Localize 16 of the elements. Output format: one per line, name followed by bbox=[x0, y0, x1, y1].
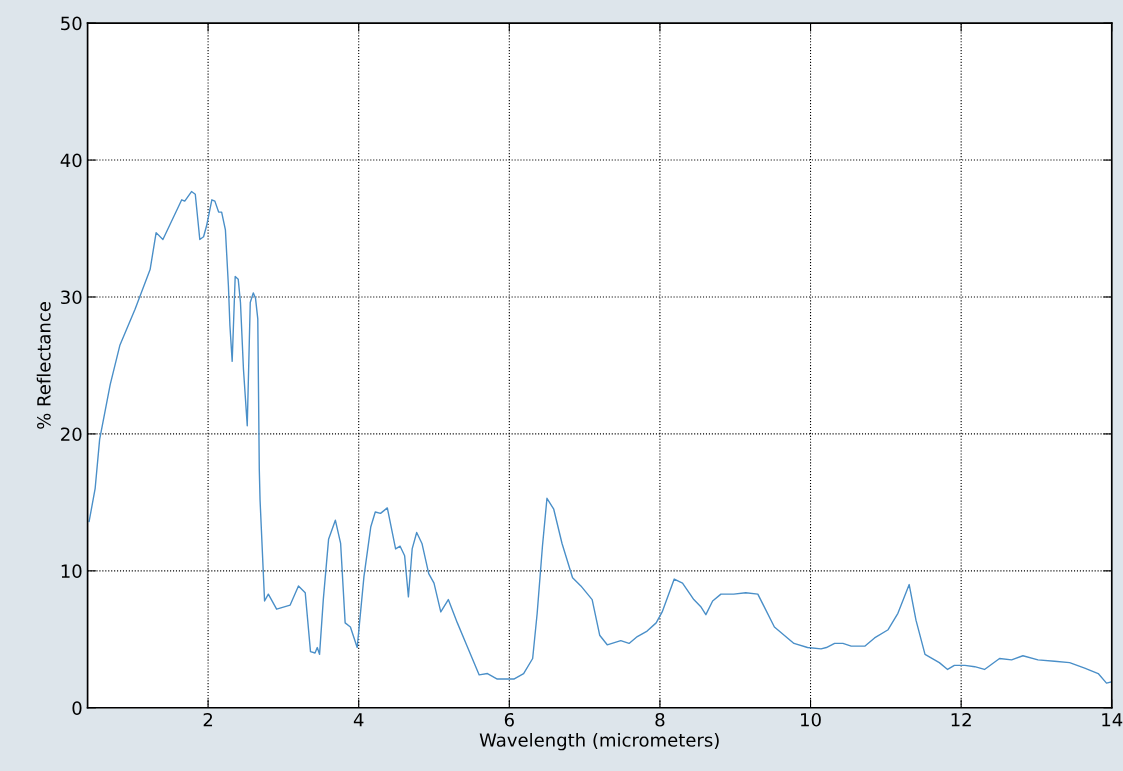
x-tick-label: 14 bbox=[1102, 713, 1123, 727]
y-axis-title: % Reflectance bbox=[36, 302, 51, 429]
x-axis-title: Wavelength (micrometers) bbox=[479, 732, 719, 751]
x-tick-label: 4 bbox=[353, 713, 364, 727]
x-tick-label: 10 bbox=[801, 712, 821, 727]
y-tick-label: 0 bbox=[72, 701, 82, 715]
y-tick-label: 10 bbox=[61, 564, 82, 578]
x-tick-label: 6 bbox=[504, 712, 514, 727]
x-tick-label: 8 bbox=[655, 712, 665, 727]
x-tick-label: 12 bbox=[951, 712, 971, 727]
y-tick-label: 30 bbox=[61, 290, 82, 305]
line-series bbox=[88, 190, 1112, 684]
y-tick-label: 50 bbox=[61, 16, 82, 31]
x-tick-label: 2 bbox=[203, 712, 213, 727]
y-tick-label: 20 bbox=[61, 427, 82, 442]
y-tick-label: 40 bbox=[60, 153, 82, 168]
